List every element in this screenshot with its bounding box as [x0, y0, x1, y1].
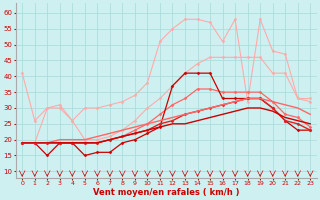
X-axis label: Vent moyen/en rafales ( km/h ): Vent moyen/en rafales ( km/h ): [93, 188, 239, 197]
